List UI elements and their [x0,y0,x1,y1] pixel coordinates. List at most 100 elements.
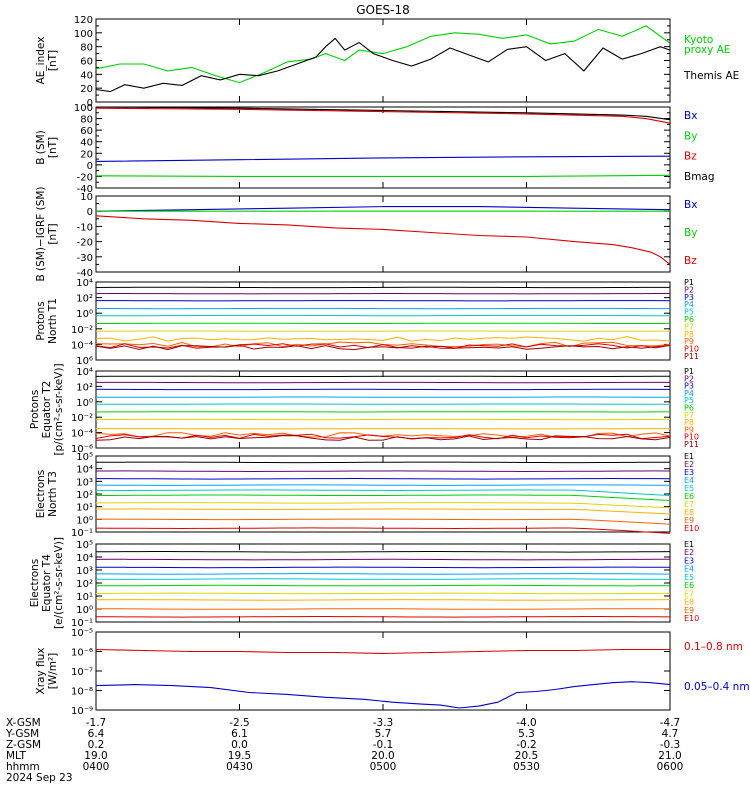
y-axis-label-line: Xray flux [35,648,47,695]
y-tick-label: 10³ [76,566,93,577]
x-tick-label: 4.7 [662,728,679,740]
y-tick-label: -40 [77,184,93,195]
y-tick-label: 10⁶ [76,356,93,367]
y-tick-label: 10¹ [76,503,93,514]
x-tick-label: -0.1 [373,739,394,751]
series-line [96,599,671,601]
series-line [95,558,670,561]
y-tick-label: 10⁰ [76,398,93,409]
series-line [95,106,671,121]
legend-entry: E7 [684,500,694,509]
series-line [95,551,671,553]
legend-entry: E3 [684,556,694,565]
legend-entry: E8 [684,508,694,517]
legend-entry: E3 [684,468,694,477]
series-line [95,484,671,486]
y-tick-label: 10² [76,294,93,305]
y-tick-label: 80 [80,115,93,126]
legend-entry: E5 [684,573,694,582]
y-tick-label: 10¹ [76,592,93,603]
panel-frame [95,631,671,711]
legend-entry: P9 [684,337,694,346]
panel-frame [95,195,671,273]
legend-entry: E7 [684,589,694,598]
series-line [95,592,671,595]
legend-entry: P10 [684,433,699,442]
x-tick-label: 6.4 [88,728,105,740]
y-tick-label: 0 [87,98,93,109]
y-tick-label: 10⁻¹ [71,528,93,539]
series-line [95,344,671,351]
x-tick-label: 0.2 [88,739,105,751]
y-tick-label: 10⁻² [71,325,93,336]
y-axis-label-line: [W/m²] [47,653,59,690]
y-tick-label: 10⁴ [76,278,93,289]
legend-entry: P6 [684,404,694,413]
legend-entry: Bx [684,110,697,122]
y-tick-label: 40 [80,70,93,81]
series-line [96,584,671,587]
x-tick-label: 0400 [83,761,110,773]
y-axis-label-line: B (SM)−IGRF (SM) [35,186,47,281]
panel-xray: 10⁻⁹ 10⁻⁸ 10⁻⁷ 10⁻⁶ 10⁻⁵ Xray flux[W/m²] 0.1–0… [35,628,750,717]
y-axis-label-line: [nT] [47,223,59,244]
legend-entry: P11 [684,352,699,361]
legend-entry: E2 [684,460,694,469]
legend-entry: P7 [684,411,694,420]
y-tick-label: 60 [80,57,93,68]
y-axis-label-line: [p/(cm²-s-sr-keV)] [53,363,65,455]
x-tick-label: 0530 [513,761,540,773]
x-row-label: 2024 Sep 23 [6,772,73,784]
legend-entry: E9 [684,606,694,615]
series-line [96,502,671,509]
series-line [95,433,671,440]
x-tick-label: -3.3 [373,717,394,729]
legend-entry: P6 [684,315,694,324]
y-tick-label: 10⁻⁵ [71,628,93,639]
x-tick-label: -4.0 [516,717,537,729]
legend-entry: Bx [684,199,697,211]
legend-entry: E6 [684,581,694,590]
legend-entry: P5 [684,396,694,405]
series-line [95,215,671,265]
legend-entry: P3 [684,382,694,391]
x-tick-label: 20.5 [515,750,538,762]
y-axis-label: Xray flux[W/m²] [35,648,59,695]
x-row-label: Y-GSM [5,728,39,740]
y-tick-label: 10² [76,490,93,501]
legend-entry: Kyoto [684,34,713,46]
y-tick-label: 10⁻⁶ [71,648,93,659]
y-tick-label: 20 [80,84,93,95]
y-tick-label: -20 [77,238,93,249]
panel-peq: 10⁻⁶ 10⁻⁴ 10⁻² 10⁰ 10² 10⁴ ProtonsEquator T2[p… [29,363,699,455]
series-line [96,489,671,496]
series-line [95,25,671,84]
y-axis-label: AE_index[nT] [35,37,59,85]
y-tick-label: 0 [87,161,93,172]
y-tick-label: 10⁴ [76,553,93,564]
y-tick-label: 120 [74,15,93,26]
x-tick-label: 5.3 [518,728,535,740]
y-tick-label: 60 [80,126,93,137]
legend-entry: E8 [684,598,694,607]
series-line [95,107,671,124]
y-axis-label-line: Equator T2 [41,381,53,439]
y-tick-label: 10⁻⁴ [71,340,93,351]
legend-entry: Bz [684,151,697,163]
legend-entry: By [684,227,697,239]
plot-title: GOES-18 [356,3,410,17]
panel-eeq: 10⁻¹ 10⁰ 10¹ 10² 10³ 10⁴ 10⁵ ElectronsEquator T… [29,537,699,629]
legend-entry: Bmag [684,171,715,183]
y-axis-label-line: Protons [35,301,47,340]
y-tick-label: 10⁻¹ [71,618,93,629]
x-tick-label: 0600 [657,761,684,773]
y-axis-label: B (SM)−IGRF (SM)[nT] [35,186,59,281]
y-axis-label: ElectronsNorth T3 [35,470,59,519]
y-axis-label-line: [nT] [47,50,59,71]
y-tick-label: 10² [76,579,93,590]
